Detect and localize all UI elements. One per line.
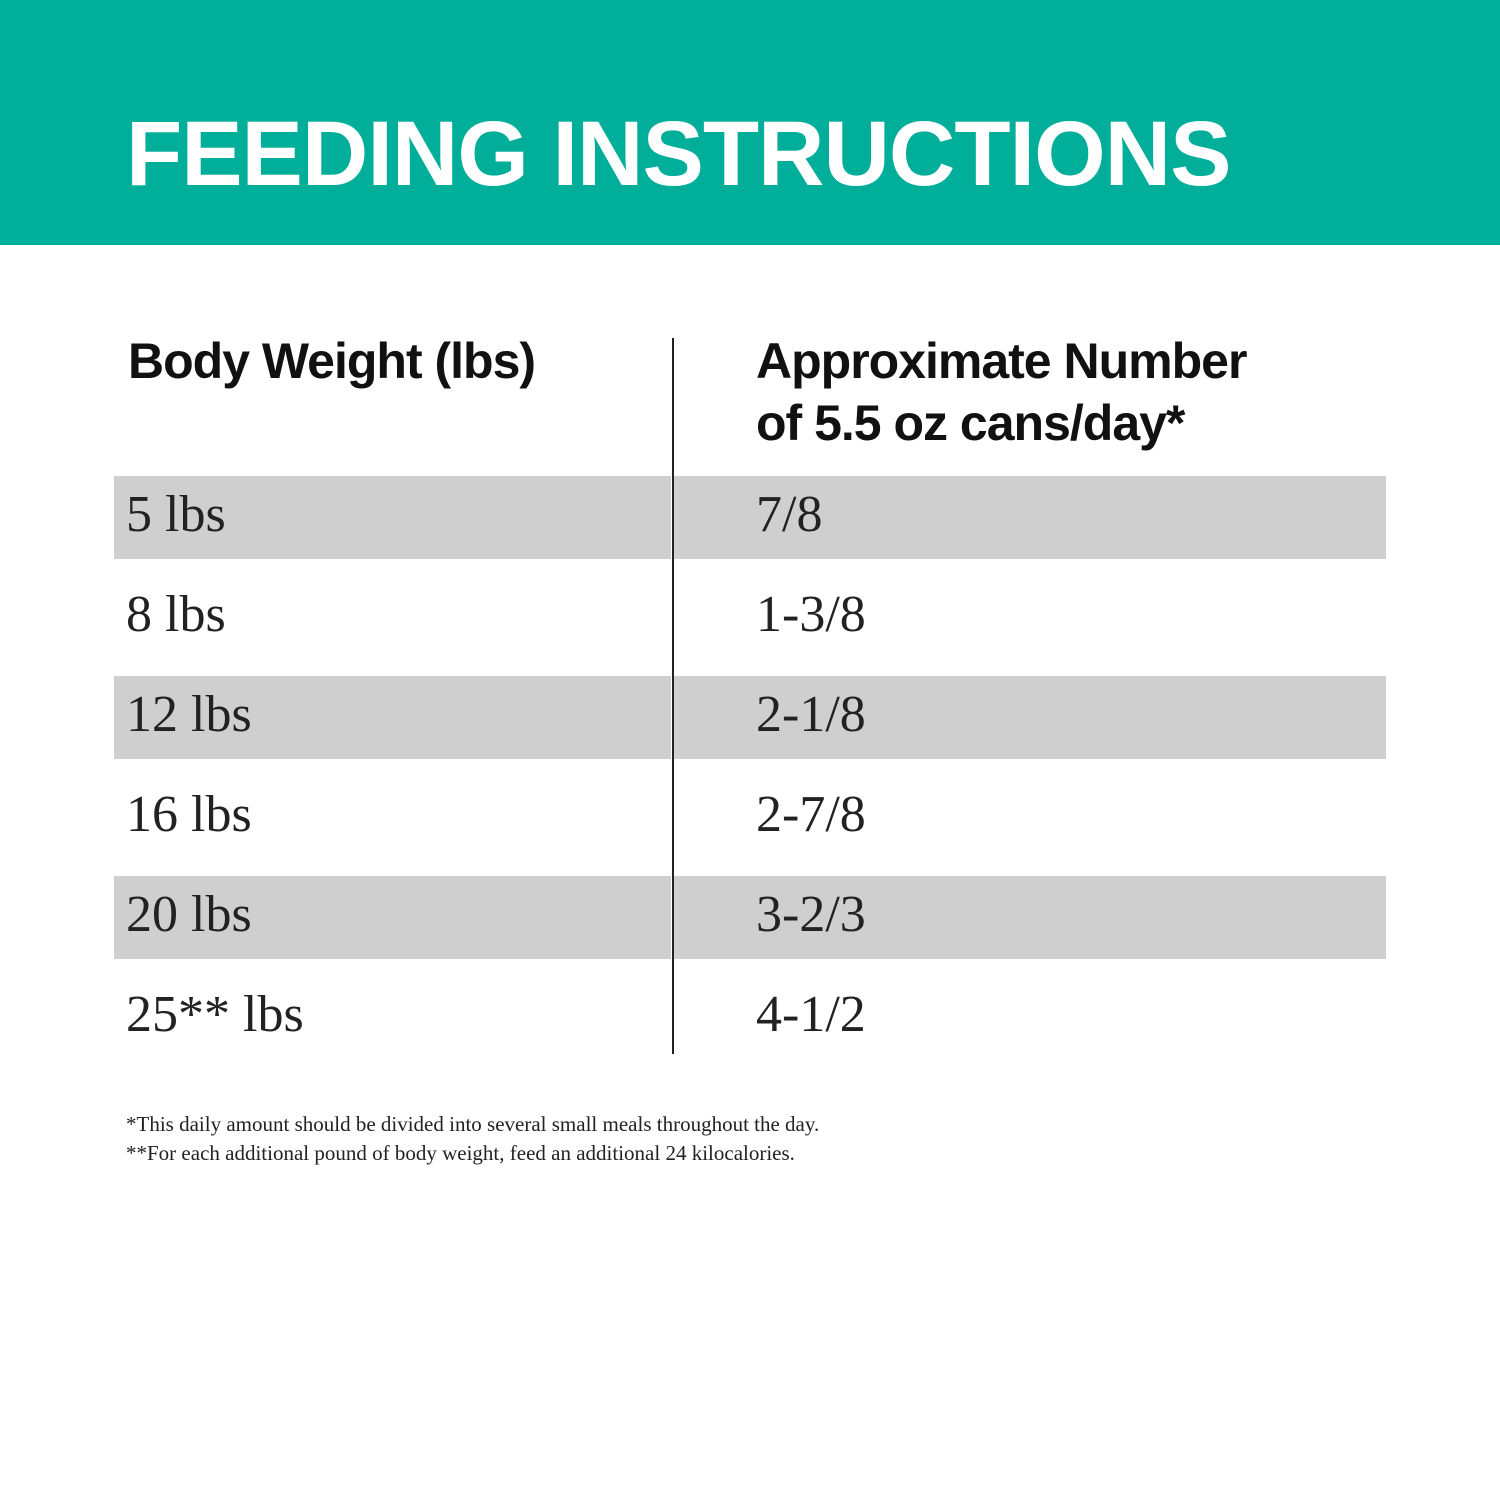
footnote: **For each additional pound of body weig… (126, 1141, 795, 1165)
cans-cell: 7/8 (756, 486, 823, 543)
column-header-cans-per-day: Approximate Number of 5.5 oz cans/day* (756, 330, 1247, 454)
cans-cell: 3-2/3 (756, 886, 866, 943)
table-row: 12 lbs 2-1/8 (114, 667, 1386, 767)
column-header-line-2: of 5.5 oz cans/day* (756, 395, 1185, 451)
column-divider (672, 338, 674, 1054)
footnotes: *This daily amount should be divided int… (126, 1110, 819, 1168)
table-row: 16 lbs 2-7/8 (114, 767, 1386, 867)
weight-cell: 16 lbs (126, 786, 252, 843)
column-header-body-weight: Body Weight (lbs) (128, 333, 536, 389)
feeding-table: 5 lbs 7/8 8 lbs 1-3/8 12 lbs 2-1/8 16 lb… (114, 467, 1386, 1067)
title-banner: FEEDING INSTRUCTIONS (0, 0, 1500, 245)
weight-cell: 25** lbs (126, 986, 304, 1043)
table-row: 20 lbs 3-2/3 (114, 867, 1386, 967)
weight-cell: 5 lbs (126, 486, 226, 543)
cans-cell: 2-7/8 (756, 786, 866, 843)
table-row: 25** lbs 4-1/2 (114, 967, 1386, 1067)
table-row: 8 lbs 1-3/8 (114, 567, 1386, 667)
page-title: FEEDING INSTRUCTIONS (126, 103, 1231, 205)
cans-cell: 2-1/8 (756, 686, 866, 743)
cans-cell: 1-3/8 (756, 586, 866, 643)
weight-cell: 12 lbs (126, 686, 252, 743)
table-row: 5 lbs 7/8 (114, 467, 1386, 567)
weight-cell: 20 lbs (126, 886, 252, 943)
cans-cell: 4-1/2 (756, 986, 866, 1043)
weight-cell: 8 lbs (126, 586, 226, 643)
column-header-line-1: Approximate Number (756, 333, 1247, 389)
footnote: *This daily amount should be divided int… (126, 1112, 820, 1136)
